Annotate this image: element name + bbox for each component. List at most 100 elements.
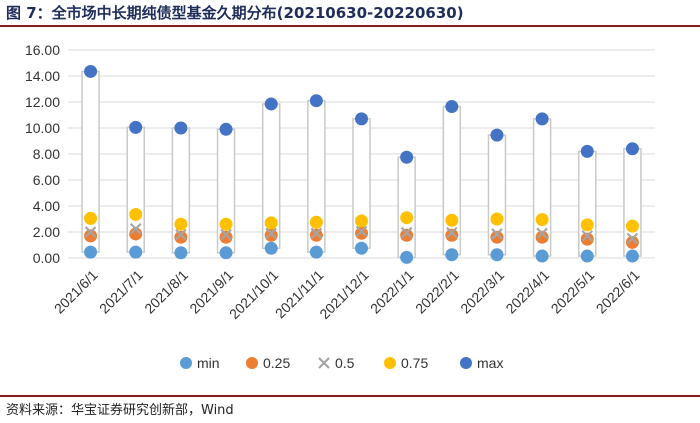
point-p50 [129, 222, 142, 235]
x-tick-label: 2022/6/1 [593, 267, 643, 317]
point-p25 [264, 228, 278, 242]
point-p50 [220, 228, 232, 241]
legend-label: 0.75 [401, 355, 428, 371]
point-p75 [580, 218, 594, 232]
point-min [490, 248, 504, 262]
x-tick-label: 2022/2/1 [412, 267, 462, 317]
point-p25 [355, 226, 368, 240]
x-tick-label: 2022/1/1 [367, 267, 417, 317]
data-points [84, 64, 639, 264]
y-tick-label: 16.00 [25, 42, 60, 58]
legend-label: min [197, 355, 220, 371]
point-min [84, 245, 98, 259]
point-p25 [625, 235, 639, 249]
legend-label: 0.25 [263, 355, 290, 371]
y-tick-label: 6.00 [33, 172, 60, 188]
x-tick-label: 2021/8/1 [141, 267, 191, 317]
point-p75 [129, 207, 143, 221]
legend-label: 0.5 [335, 355, 355, 371]
point-p50 [310, 227, 323, 240]
y-tick-label: 12.00 [25, 94, 60, 110]
point-min [129, 245, 143, 259]
point-max [219, 122, 233, 136]
point-p75 [355, 214, 368, 228]
point-p75 [309, 215, 323, 229]
point-max [445, 100, 459, 114]
x-tick-label: 2022/4/1 [502, 267, 552, 317]
point-p75 [445, 213, 459, 227]
y-axis-ticks: 0.00 2.00 4.00 6.00 8.00 10.00 12.00 14.00 16.00 [25, 42, 60, 266]
title-rule [0, 25, 700, 27]
legend-marker [318, 357, 330, 369]
legend-label: max [477, 355, 503, 371]
point-p75 [535, 213, 549, 227]
point-min [535, 249, 549, 263]
legend-item-p25: 0.25 [246, 355, 290, 371]
point-min [219, 246, 233, 260]
figure-title: 图 7：全市场中长期纯债型基金久期分布(20210630-20220630) [6, 4, 464, 22]
point-p75 [219, 217, 233, 231]
legend-item-p75: 0.75 [384, 355, 428, 371]
point-p25 [84, 229, 98, 243]
point-p50 [84, 226, 97, 238]
x-tick-label: 2021/12/1 [316, 267, 372, 323]
y-tick-label: 4.00 [33, 198, 60, 214]
point-p50 [175, 228, 187, 241]
legend-marker [180, 357, 192, 369]
point-p50 [355, 225, 368, 238]
y-tick-label: 2.00 [33, 224, 60, 240]
legend-marker [384, 357, 396, 369]
point-min [400, 250, 414, 264]
chart-area: 0.00 2.00 4.00 6.00 8.00 10.00 12.00 14.00 16.00… [0, 28, 700, 393]
point-p25 [580, 232, 594, 246]
point-p50 [536, 227, 548, 240]
point-p75 [400, 211, 414, 225]
point-p25 [535, 230, 549, 244]
point-p25 [309, 228, 323, 242]
point-p75 [625, 219, 639, 233]
legend: min 0.25 0.5 0.75 max [180, 355, 503, 371]
point-p25 [490, 230, 504, 244]
point-max [129, 120, 143, 134]
y-tick-label: 8.00 [33, 146, 60, 162]
legend-item-p50: 0.5 [318, 355, 355, 371]
point-min [580, 249, 594, 263]
point-p25 [174, 230, 188, 244]
point-max [309, 94, 323, 108]
point-p75 [84, 211, 98, 225]
x-tick-label: 2021/6/1 [51, 267, 101, 317]
point-p50 [400, 226, 413, 239]
range-box [81, 70, 100, 253]
point-min [309, 245, 323, 259]
legend-marker [460, 357, 472, 369]
point-max [580, 144, 594, 158]
point-max [535, 112, 549, 126]
x-tick-label: 2021/7/1 [96, 267, 146, 317]
x-axis-ticks: 2021/6/12021/7/12021/8/12021/9/12021/10/… [51, 267, 643, 323]
x-tick-label: 2021/10/1 [226, 267, 282, 323]
point-p50 [491, 228, 503, 240]
point-max [625, 142, 639, 156]
point-p75 [264, 216, 278, 230]
point-p50 [626, 232, 639, 245]
point-p50 [446, 226, 458, 239]
point-max [355, 112, 368, 126]
point-min [264, 241, 278, 255]
point-p50 [581, 230, 594, 242]
point-min [445, 248, 459, 262]
point-max [174, 121, 188, 135]
y-tick-label: 0.00 [33, 250, 60, 266]
range-box [397, 156, 416, 259]
source-note: 资料来源：华宝证券研究创新部，Wind [6, 403, 234, 418]
point-p50 [265, 227, 277, 240]
source-rule [0, 395, 700, 397]
y-tick-label: 10.00 [25, 120, 60, 136]
point-p25 [219, 230, 233, 244]
legend-item-max: max [460, 355, 503, 371]
point-min [174, 246, 188, 260]
legend-marker [246, 357, 258, 369]
point-max [400, 150, 414, 164]
point-p75 [490, 212, 504, 226]
point-min [625, 249, 639, 263]
point-p25 [400, 228, 414, 242]
